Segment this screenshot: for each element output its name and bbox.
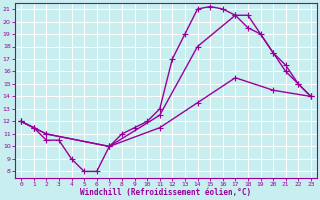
- X-axis label: Windchill (Refroidissement éolien,°C): Windchill (Refroidissement éolien,°C): [80, 188, 252, 197]
